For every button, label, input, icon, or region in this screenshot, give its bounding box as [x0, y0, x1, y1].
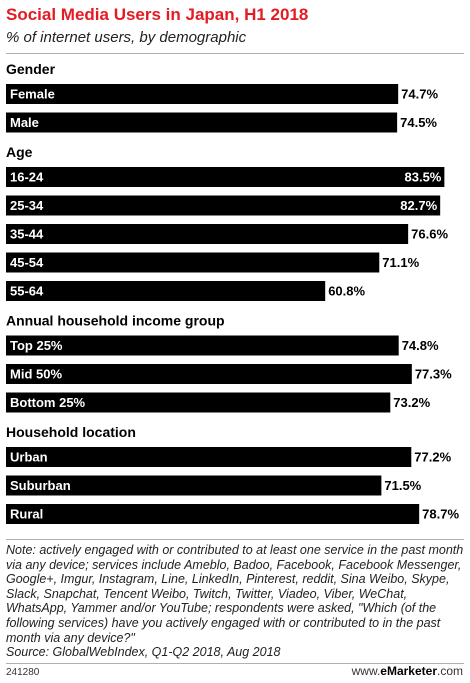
value-label: 78.7% — [422, 507, 459, 522]
bar — [6, 252, 380, 273]
source-text: Source: GlobalWebIndex, Q1-Q2 2018, Aug … — [6, 645, 281, 660]
category-label: Bottom 25% — [10, 395, 86, 410]
category-label: Male — [10, 115, 39, 130]
category-label: Urban — [10, 450, 48, 465]
category-label: 16-24 — [10, 170, 44, 185]
value-label: 77.2% — [414, 450, 451, 465]
value-label: 77.3% — [415, 367, 452, 382]
category-label: 35-44 — [10, 227, 44, 242]
bar — [6, 447, 412, 467]
chart-id: 241280 — [6, 667, 40, 678]
value-label: 73.2% — [393, 395, 430, 410]
bar — [6, 84, 399, 104]
value-label: 71.5% — [384, 478, 421, 493]
value-label: 74.7% — [401, 87, 438, 102]
brand-logo: www.eMarketer.com — [352, 664, 463, 678]
value-label: 74.8% — [402, 338, 439, 353]
value-label: 83.5% — [405, 170, 442, 185]
value-label: 76.6% — [411, 227, 448, 242]
value-label: 60.8% — [328, 284, 365, 299]
bar — [6, 112, 398, 133]
bar — [6, 167, 445, 187]
group-label: Household location — [6, 424, 136, 440]
note-text: Note: actively engaged with or contribut… — [6, 543, 464, 645]
bar-chart: Gender Female 74.7% Male 74.5% Age 16-24 83.5% 2… — [6, 61, 459, 524]
chart-title: Social Media Users in Japan, H1 2018 — [6, 5, 309, 24]
bar — [6, 364, 412, 384]
category-label: Mid 50% — [10, 367, 62, 382]
bar — [6, 392, 391, 413]
top-divider — [6, 53, 464, 54]
category-label: 25-34 — [10, 198, 44, 213]
category-label: 55-64 — [10, 284, 44, 299]
note-divider — [6, 539, 464, 540]
category-label: 45-54 — [10, 255, 44, 270]
bar — [6, 224, 409, 244]
bar — [6, 335, 399, 356]
value-label: 74.5% — [400, 115, 437, 130]
group-label: Annual household income group — [6, 313, 225, 329]
category-label: Top 25% — [10, 338, 63, 353]
bar — [6, 281, 326, 301]
value-label: 82.7% — [400, 198, 437, 213]
footer-divider — [6, 663, 464, 664]
brand-suffix: .com — [436, 664, 463, 678]
group-label: Gender — [6, 61, 56, 77]
chart-subtitle: % of internet users, by demographic — [6, 29, 247, 46]
group-label: Age — [6, 144, 33, 160]
value-label: 71.1% — [382, 255, 419, 270]
category-label: Female — [10, 87, 55, 102]
chart-note: Note: actively engaged with or contribut… — [6, 543, 464, 660]
brand-name: eMarketer — [380, 664, 437, 678]
bar — [6, 504, 420, 524]
category-label: Suburban — [10, 478, 71, 493]
brand-prefix: www. — [351, 664, 381, 678]
bar — [6, 195, 441, 216]
bar — [6, 475, 382, 496]
category-label: Rural — [10, 507, 43, 522]
